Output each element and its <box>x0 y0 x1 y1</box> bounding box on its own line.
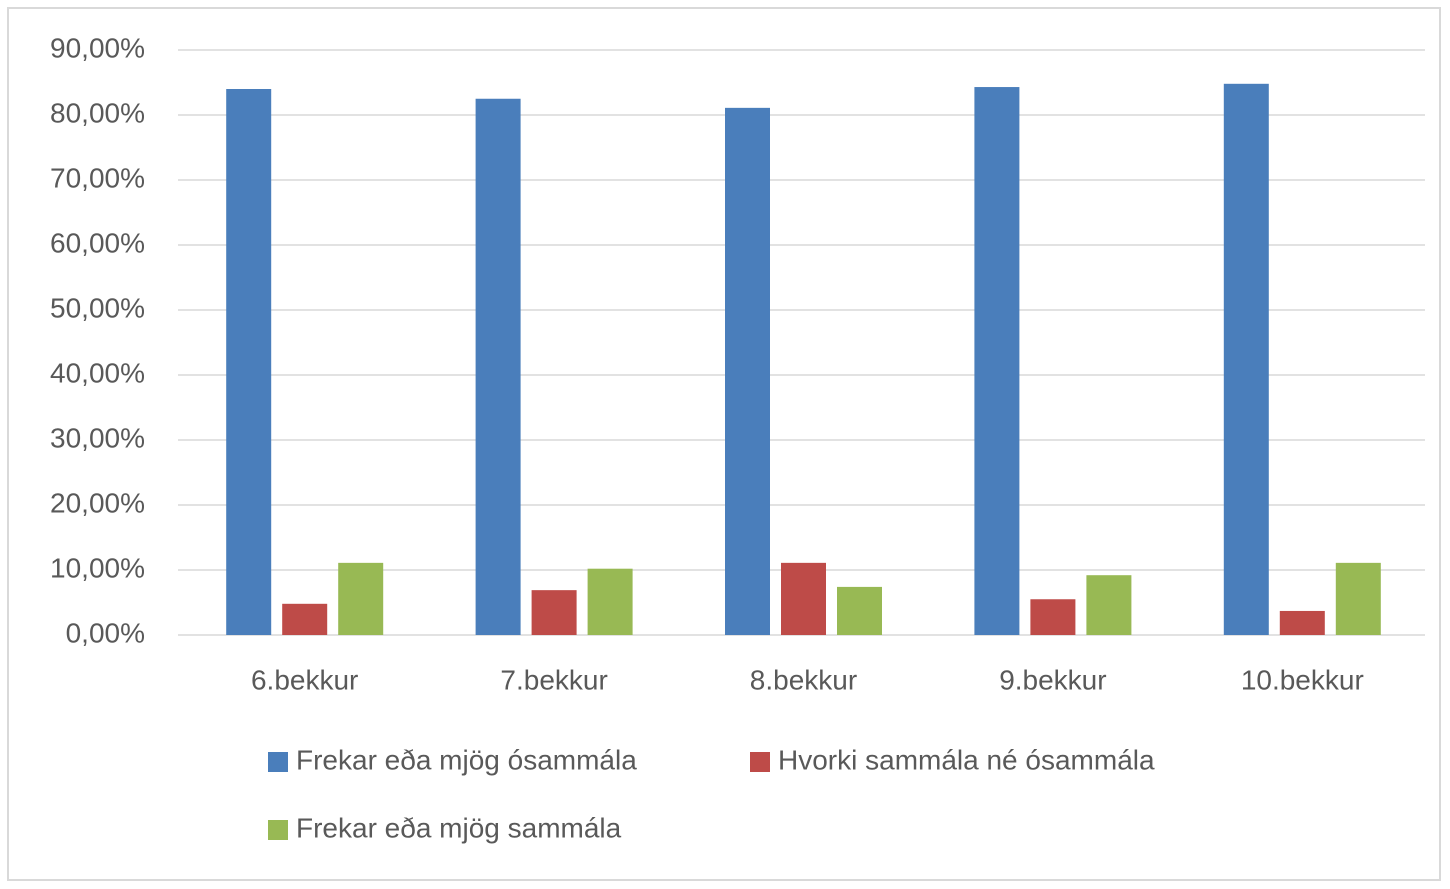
x-tick-label: 9.bekkur <box>999 664 1106 695</box>
bar <box>338 562 384 635</box>
x-tick-label: 10.bekkur <box>1241 664 1364 695</box>
bar <box>781 562 826 635</box>
x-tick-label: 6.bekkur <box>251 664 358 695</box>
bar <box>837 586 882 635</box>
bar <box>282 603 328 635</box>
y-tick-label: 70,00% <box>50 162 145 193</box>
bar <box>1086 575 1132 635</box>
y-tick-label: 40,00% <box>50 357 145 388</box>
bar <box>587 568 633 635</box>
y-tick-label: 30,00% <box>50 422 145 453</box>
y-tick-label: 60,00% <box>50 227 145 258</box>
bar <box>475 98 521 635</box>
legend-label: Hvorki sammála né ósammála <box>778 744 1155 775</box>
bar <box>531 590 577 635</box>
bar <box>974 87 1020 636</box>
bar <box>1279 610 1325 635</box>
y-tick-label: 90,00% <box>50 32 145 63</box>
y-tick-label: 50,00% <box>50 292 145 323</box>
legend-swatch <box>268 820 288 840</box>
x-tick-label: 8.bekkur <box>750 664 857 695</box>
y-tick-label: 0,00% <box>66 617 145 648</box>
bar <box>1223 83 1269 636</box>
bar <box>725 107 770 636</box>
legend-swatch <box>750 752 770 772</box>
legend-label: Frekar eða mjög sammála <box>296 812 622 843</box>
x-tick-label: 7.bekkur <box>500 664 607 695</box>
legend-label: Frekar eða mjög ósammála <box>296 744 637 775</box>
y-tick-label: 80,00% <box>50 97 145 128</box>
bar <box>1030 599 1076 635</box>
bar <box>226 89 272 635</box>
y-tick-label: 20,00% <box>50 487 145 518</box>
legend-swatch <box>268 752 288 772</box>
bar <box>1335 562 1381 635</box>
y-tick-label: 10,00% <box>50 552 145 583</box>
